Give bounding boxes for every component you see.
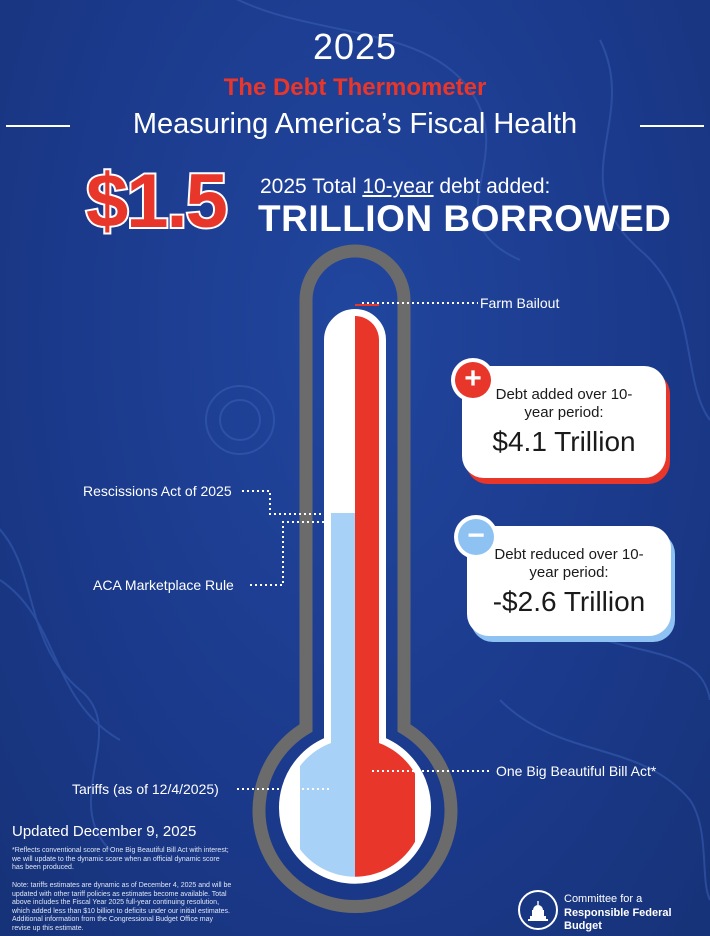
headline-sub-underline: 10-year [362, 175, 434, 198]
subtitle: Measuring America’s Fiscal Health [132, 108, 578, 140]
label-aca: ACA Marketplace Rule [93, 577, 234, 593]
capitol-logo-icon [518, 890, 558, 930]
headline-main: TRILLION BORROWED [258, 198, 672, 239]
thermometer-outline [252, 244, 458, 914]
debt-reduced-value: -$2.6 Trillion [492, 586, 646, 617]
label-farm-bailout: Farm Bailout [480, 295, 560, 311]
debt-reduced-card: Debt reduced over 10-year period: -$2.6 … [467, 526, 671, 636]
leader-aca [250, 521, 330, 586]
updated-date: Updated December 9, 2025 [12, 823, 197, 840]
rule-left [6, 125, 70, 127]
headline-sub-suffix: debt added: [433, 175, 551, 198]
leader-rescissions [242, 490, 330, 515]
rule-right [640, 125, 704, 127]
headline-sub-prefix: 2025 Total [260, 175, 363, 198]
minus-icon: − [458, 519, 494, 555]
debt-reduced-title: Debt reduced over 10-year period: [494, 546, 644, 581]
footnote-tariffs: Note: tariffs estimates are dynamic as o… [12, 882, 232, 932]
logo-line-2: Responsible Federal Budget [564, 907, 672, 932]
debt-added-title: Debt added over 10-year period: [495, 386, 633, 421]
title-main: The Debt Thermometer [223, 74, 487, 101]
logo-line-1: Committee for a [564, 893, 643, 905]
title-year: 2025 [312, 26, 398, 67]
label-obbba: One Big Beautiful Bill Act* [496, 763, 657, 779]
headline-subtext: 2025 Total 10-year debt added: [260, 175, 550, 199]
debt-added-value: $4.1 Trillion [492, 426, 636, 457]
label-rescissions: Rescissions Act of 2025 [83, 483, 232, 499]
footnote-conventional-score: *Reflects conventional score of One Big … [12, 847, 229, 871]
label-tariffs: Tariffs (as of 12/4/2025) [72, 781, 219, 797]
headline-amount: $1.5 [84, 157, 230, 246]
plus-icon: + [455, 362, 491, 398]
debt-added-card: Debt added over 10-year period: $4.1 Tri… [462, 366, 666, 478]
